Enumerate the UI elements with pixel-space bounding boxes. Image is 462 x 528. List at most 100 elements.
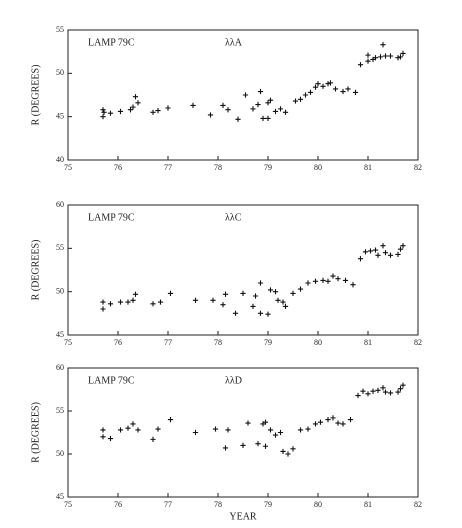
point [327, 80, 334, 86]
point [240, 290, 246, 296]
x-tick-label: 79 [264, 163, 272, 172]
panel-title: λλC [225, 212, 242, 223]
point [265, 311, 271, 317]
point [332, 86, 339, 92]
point [372, 247, 379, 253]
point [220, 302, 226, 308]
point [312, 278, 319, 284]
point [267, 97, 274, 103]
point [150, 301, 156, 307]
point [275, 297, 281, 303]
point [130, 421, 136, 427]
x-tick-label: 78 [214, 500, 222, 509]
point [340, 421, 346, 427]
point [380, 42, 386, 48]
point [400, 382, 406, 388]
point [362, 249, 369, 255]
y-tick-label: 55 [56, 243, 64, 252]
point [167, 417, 174, 423]
point [380, 243, 386, 249]
point [117, 427, 124, 433]
y-tick-label: 45 [56, 111, 64, 120]
point [272, 108, 279, 115]
point [280, 299, 286, 305]
y-tick-label: 45 [56, 492, 64, 501]
x-tick-label: 82 [414, 163, 422, 172]
point [365, 52, 371, 58]
point [342, 277, 349, 283]
x-tick-label: 82 [414, 338, 422, 347]
annotation: LAMP 79C [88, 375, 135, 386]
y-tick-label: 60 [56, 363, 64, 372]
panel-title: λλD [225, 375, 242, 386]
point [127, 107, 134, 113]
point [277, 429, 284, 436]
x-tick-label: 80 [314, 500, 322, 509]
y-tick-label: 60 [56, 200, 64, 209]
point [370, 388, 376, 394]
point [400, 50, 406, 56]
panel-title: λλA [225, 37, 243, 48]
point [387, 252, 394, 258]
x-tick-label: 82 [414, 500, 422, 509]
point [132, 94, 139, 100]
point [382, 53, 389, 59]
point [265, 100, 271, 106]
point [397, 246, 404, 252]
point [250, 106, 256, 112]
point [117, 108, 124, 115]
point [290, 290, 296, 296]
point [400, 243, 406, 249]
point [100, 434, 106, 440]
point [155, 426, 161, 432]
point [355, 392, 361, 399]
point [360, 388, 366, 394]
point [155, 108, 161, 114]
point [395, 251, 401, 257]
point [350, 282, 356, 288]
point [100, 299, 106, 305]
x-tick-label: 79 [264, 338, 272, 347]
x-tick-label: 76 [114, 500, 122, 509]
x-tick-label: 77 [164, 500, 172, 509]
point [330, 415, 336, 421]
x-tick-label: 75 [64, 500, 72, 509]
point [262, 443, 269, 449]
point [240, 442, 246, 448]
point [272, 289, 279, 295]
point [255, 441, 261, 447]
point [132, 291, 139, 297]
point [340, 88, 346, 95]
point [267, 287, 274, 293]
point [100, 306, 106, 312]
point [330, 273, 336, 279]
point [167, 290, 174, 296]
plot-frame [67, 204, 419, 336]
point [315, 81, 321, 87]
x-tick-label: 81 [364, 338, 372, 347]
x-tick-label: 80 [314, 163, 322, 172]
point [285, 451, 291, 457]
point [125, 299, 131, 305]
point [232, 310, 239, 316]
point [372, 55, 379, 61]
point [130, 297, 136, 303]
point [100, 114, 106, 120]
point [222, 445, 229, 451]
point [222, 291, 229, 297]
x-axis-label: YEAR [229, 511, 257, 522]
point [292, 98, 299, 104]
point [357, 256, 364, 262]
annotation: LAMP 79C [88, 212, 135, 223]
point [377, 54, 384, 60]
point [107, 110, 114, 116]
x-tick-label: 75 [64, 338, 72, 347]
annotation: LAMP 79C [88, 37, 135, 48]
point [107, 301, 114, 307]
point [192, 429, 199, 436]
point [225, 427, 231, 433]
y-tick-label: 50 [56, 286, 64, 295]
x-tick-label: 80 [314, 338, 322, 347]
point [207, 112, 214, 118]
point [212, 426, 219, 432]
